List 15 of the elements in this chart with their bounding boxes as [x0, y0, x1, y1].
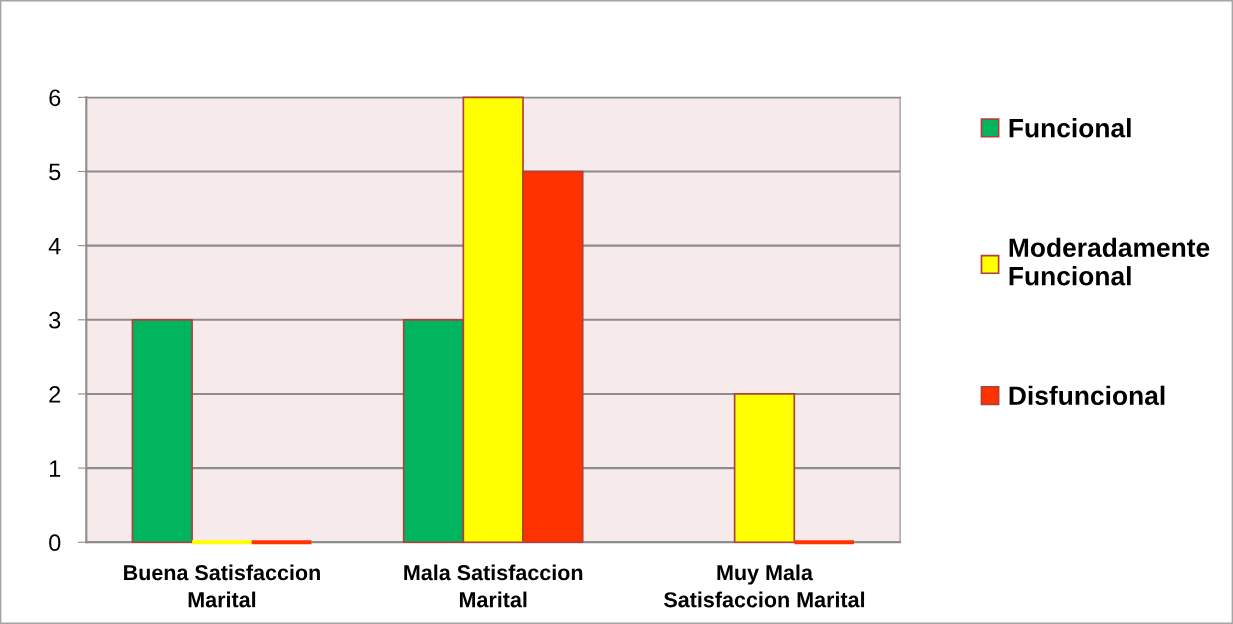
- x-tick-label: Mala Satisfaccion Marital: [404, 564, 583, 608]
- y-tick-label: 5: [49, 163, 61, 181]
- legend-label: Funcional: [1009, 118, 1131, 138]
- y-tick-label: 2: [49, 386, 61, 403]
- y-tick-label: 3: [49, 311, 61, 329]
- bar: [131, 318, 193, 544]
- y-tick-label: 0: [49, 534, 61, 552]
- y-tick-label: 1: [49, 460, 61, 477]
- y-tick-label: 4: [48, 237, 61, 255]
- legend-label: Disfuncional: [1009, 385, 1165, 406]
- legend-label: Moderadamente Funcional: [1009, 237, 1210, 286]
- y-tick-label: 6: [49, 89, 61, 107]
- bar: [733, 393, 796, 544]
- x-tick-label: Buena Satisfaccion Marital: [124, 564, 320, 608]
- x-tick-label: Muy Mala Satisfaccion Marital: [663, 564, 865, 608]
